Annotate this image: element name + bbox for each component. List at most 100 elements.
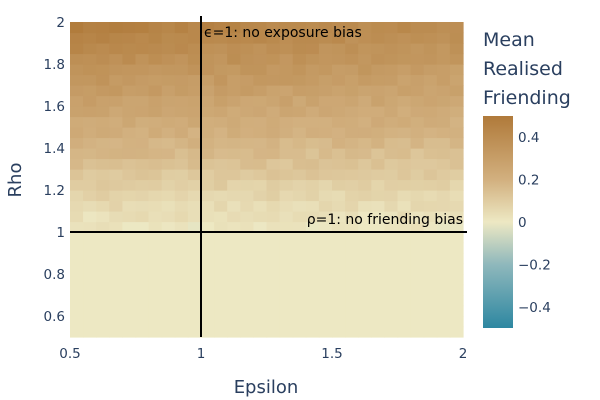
heatmap-cell [109,305,123,317]
heatmap-cell [174,232,189,244]
heatmap-cell [266,137,281,149]
heatmap-cell [96,190,110,202]
y-axis-title: Rho [5,163,26,198]
heatmap-cell [292,137,307,149]
heatmap-cell [436,95,451,107]
heatmap-cell [83,95,97,107]
heatmap-cell [292,179,307,191]
heatmap-cell [410,137,425,149]
heatmap-cell [358,295,372,307]
heatmap-cell [332,253,346,265]
heatmap-cell [135,53,150,65]
exposure-bias-annotation: ϵ=1: no exposure bias [204,25,362,41]
heatmap-cell [305,158,320,170]
heatmap-cell [83,22,97,34]
heatmap-cell [240,232,254,244]
heatmap-cell [358,200,372,212]
heatmap-cell [135,232,150,244]
heatmap-cell [384,232,399,244]
heatmap-cell [187,232,202,244]
heatmap-cell [279,64,294,76]
heatmap-cell [240,148,254,160]
heatmap-cell [423,179,438,191]
heatmap-cell [436,242,451,254]
heatmap-cell [253,43,268,55]
heatmap-cell [83,190,97,202]
heatmap-cell [332,169,346,181]
heatmap-cell [410,158,425,170]
heatmap-cell [292,116,307,128]
heatmap-cell [384,211,399,223]
heatmap-cell [201,106,215,118]
heatmap-cell [436,305,451,317]
heatmap-cell [227,106,241,118]
heatmap-cell [266,211,281,223]
heatmap-cell [332,284,346,296]
heatmap-cell [214,32,228,44]
heatmap-cell [96,253,110,265]
heatmap-cell [96,95,110,107]
heatmap-cell [305,116,320,128]
heatmap-cell [423,263,438,275]
heatmap-cell [135,32,150,44]
heatmap-cell [279,242,294,254]
heatmap-cell [135,221,150,233]
heatmap-cell [449,263,464,275]
heatmap-cell [449,53,464,65]
heatmap-cell [70,200,84,212]
heatmap-cell [161,253,176,265]
heatmap-cell [174,274,189,286]
heatmap-cell [279,179,294,191]
heatmap-cell [187,32,202,44]
heatmap-cell [96,211,110,223]
heatmap-cell [423,85,438,97]
heatmap-cell [449,95,464,107]
heatmap-cell [122,284,137,296]
heatmap-cell [227,211,241,223]
heatmap-cell [187,137,202,149]
heatmap-cell [201,53,215,65]
heatmap-cell [371,116,385,128]
heatmap-cell [174,148,189,160]
heatmap-cell [358,22,372,34]
heatmap-cell [279,137,294,149]
heatmap-cell [384,274,399,286]
heatmap-cell [96,85,110,97]
heatmap-cell [174,316,189,328]
heatmap-cell [371,284,385,296]
heatmap-cell [240,43,254,55]
heatmap-cell [305,85,320,97]
heatmap-cell [279,295,294,307]
heatmap-cell [318,95,333,107]
heatmap-cell [253,53,268,65]
heatmap-cell [148,274,163,286]
heatmap-cell [122,137,137,149]
heatmap-cell [449,127,464,139]
heatmap-cell [96,305,110,317]
heatmap-cell [371,200,385,212]
heatmap-cell [187,158,202,170]
heatmap-cell [122,295,137,307]
heatmap-cell [292,211,307,223]
heatmap-cell [436,253,451,265]
heatmap-cell [135,95,150,107]
heatmap-cell [449,211,464,223]
heatmap-cell [345,242,359,254]
heatmap-cell [266,232,281,244]
heatmap-cell [253,316,268,328]
heatmap-cell [436,137,451,149]
heatmap-cell [253,242,268,254]
heatmap-cell [148,190,163,202]
heatmap-cell [240,274,254,286]
heatmap-cell [292,316,307,328]
heatmap-cell [410,221,425,233]
heatmap-cell [109,295,123,307]
heatmap-cell [305,295,320,307]
heatmap-cell [227,232,241,244]
heatmap-cell [201,137,215,149]
heatmap-cell [83,253,97,265]
heatmap-cell [253,274,268,286]
heatmap-cell [135,242,150,254]
heatmap-cell [345,74,359,86]
heatmap-cell [345,148,359,160]
